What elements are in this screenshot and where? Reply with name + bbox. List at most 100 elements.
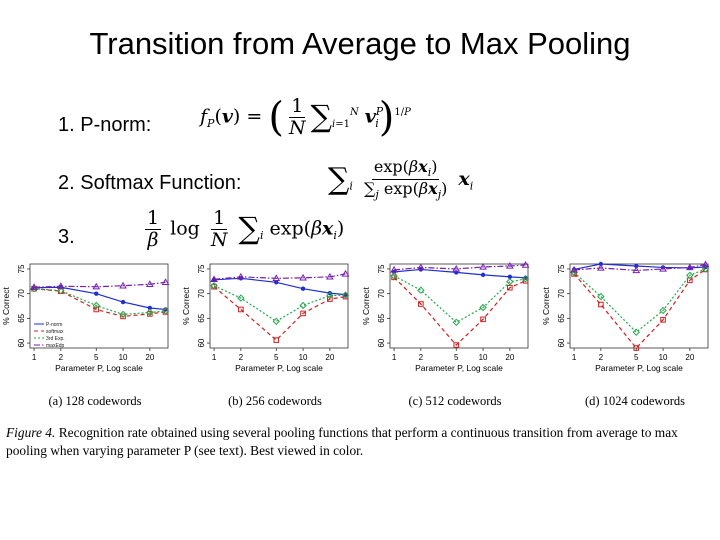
series-softmax	[571, 266, 709, 351]
data-point-square	[147, 311, 153, 317]
legend-label: maxEdp	[46, 343, 65, 349]
data-point-diamond	[570, 268, 578, 277]
item-pnorm-label: 1. P-norm:	[58, 114, 152, 136]
chart-subtitle: (d) 1024 codewords	[585, 394, 685, 408]
x-axis-label: Parameter P, Log scale	[415, 363, 503, 373]
data-point-diamond	[237, 294, 245, 302]
data-point-triangle	[632, 266, 641, 274]
y-tick-label: 60	[197, 338, 206, 347]
data-point-triangle	[341, 269, 350, 277]
data-point-diamond	[701, 265, 710, 273]
data-point-square	[418, 301, 424, 307]
y-tick-label: 70	[377, 289, 386, 298]
data-point-triangle	[390, 265, 398, 273]
data-point-square	[480, 316, 486, 323]
data-point-diamond	[210, 282, 218, 290]
data-point-diamond	[659, 306, 667, 315]
data-point-diamond	[597, 292, 605, 301]
legend-label: P-norm	[46, 322, 62, 328]
softmax-formula: ∑i exp(βxi) ∑j exp(βxj) xi	[328, 157, 474, 202]
y-tick-label: 70	[17, 289, 26, 298]
data-point-triangle	[596, 263, 605, 271]
data-point-triangle	[92, 282, 101, 290]
x-tick-label: 20	[145, 353, 154, 362]
y-axis-label: % Correct	[1, 286, 11, 324]
y-tick-label: 60	[557, 338, 566, 347]
data-point-square	[342, 293, 349, 300]
x-tick-label: 10	[299, 353, 308, 362]
legend-label: softmax	[46, 329, 64, 335]
series-maxedp	[30, 278, 170, 290]
data-point-square	[238, 306, 244, 313]
series-line-3rd-exp	[393, 275, 526, 324]
chart-subtitle: (c) 512 codewords	[408, 394, 501, 408]
x-axis-label: Parameter P, Log scale	[595, 363, 683, 373]
y-tick-label: 65	[197, 313, 206, 322]
data-point-triangle	[505, 261, 514, 269]
data-point-circle	[480, 272, 486, 278]
series-line-maxedp	[574, 263, 706, 272]
y-tick-label: 75	[377, 264, 386, 273]
series-line-softmax	[393, 276, 526, 346]
data-point-diamond	[341, 291, 350, 299]
x-tick-label: 10	[479, 353, 488, 362]
item-softmax-label: 2. Softmax Function:	[58, 172, 242, 194]
data-point-triangle	[56, 282, 65, 289]
series-maxedp	[210, 269, 350, 283]
x-tick-label: 2	[419, 353, 424, 362]
data-point-triangle	[416, 263, 425, 271]
data-point-triangle	[521, 260, 530, 268]
data-point-circle	[147, 305, 153, 311]
y-axis-label: % Correct	[361, 286, 371, 324]
data-point-square	[327, 296, 333, 302]
data-point-diamond	[479, 303, 487, 312]
data-point-triangle	[299, 273, 307, 281]
data-point-triangle	[479, 262, 487, 270]
series-line-maxedp	[34, 281, 166, 288]
series-maxedp	[390, 260, 530, 273]
data-point-triangle	[210, 275, 218, 283]
x-axis-label: Parameter P, Log scale	[235, 363, 323, 373]
series-softmax	[31, 285, 169, 320]
series-3rd-exp	[390, 272, 530, 327]
data-point-diamond	[506, 278, 514, 286]
data-point-circle	[274, 280, 279, 285]
data-point-diamond	[632, 328, 640, 336]
x-tick-label: 2	[599, 353, 604, 362]
x-tick-label: 1	[572, 353, 577, 362]
data-point-circle	[94, 291, 99, 296]
x-tick-label: 5	[94, 353, 99, 362]
series-softmax	[211, 283, 349, 343]
y-tick-label: 75	[17, 264, 26, 273]
data-point-triangle	[685, 263, 694, 271]
x-axis-label: Parameter P, Log scale	[55, 363, 143, 373]
data-point-diamond	[272, 317, 280, 326]
x-tick-label: 10	[659, 353, 668, 362]
y-tick-label: 75	[557, 264, 566, 273]
data-point-square	[571, 271, 577, 277]
data-point-square	[453, 342, 460, 348]
x-tick-label: 5	[274, 353, 279, 362]
figure-caption: Figure 4. Recognition rate obtained usin…	[6, 424, 720, 460]
plot-frame	[29, 263, 169, 349]
y-axis-label: % Correct	[181, 286, 191, 324]
data-point-circle	[507, 274, 513, 280]
legend-label: 3rd Exp.	[46, 336, 65, 342]
data-point-square	[391, 274, 397, 281]
item-logsumexp-label: 3.	[58, 226, 75, 248]
series-line-p-norm	[394, 268, 526, 279]
data-point-diamond	[417, 286, 425, 294]
x-tick-label: 10	[119, 353, 128, 362]
series-line-p-norm	[214, 277, 346, 296]
y-tick-label: 65	[557, 313, 566, 322]
data-point-diamond	[161, 307, 170, 315]
series-line-p-norm	[34, 286, 166, 311]
data-point-diamond	[57, 286, 65, 295]
x-tick-label: 2	[239, 353, 244, 362]
y-axis-label: % Correct	[541, 286, 551, 324]
series-3rd-exp	[210, 282, 350, 326]
